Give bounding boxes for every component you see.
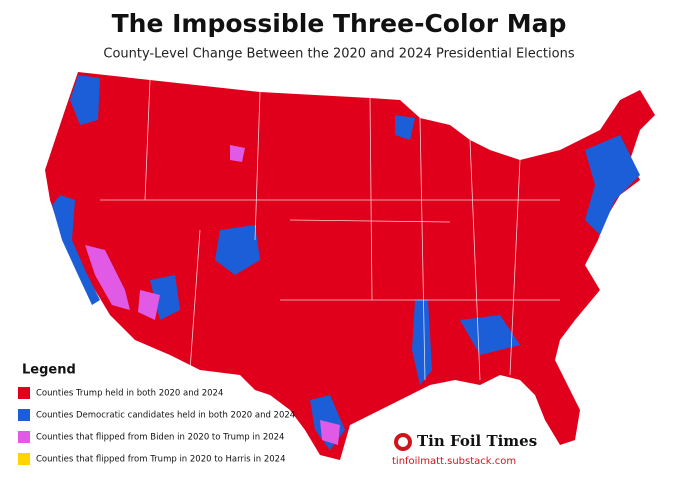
legend-swatch — [18, 453, 30, 465]
southeast-blue — [460, 315, 520, 355]
northwest-blue — [70, 75, 100, 125]
legend-label: Counties Democratic candidates held in b… — [36, 411, 295, 421]
colorado-blue — [215, 225, 260, 275]
legend-swatch — [18, 387, 30, 399]
brand-url: tinfoilmatt.substack.com — [392, 456, 516, 467]
nevada-pink — [138, 290, 160, 320]
legend-swatch — [18, 431, 30, 443]
texas-pink — [320, 420, 340, 445]
us-map — [45, 72, 655, 460]
legend-label: Counties Trump held in both 2020 and 202… — [36, 389, 223, 399]
brand-name: Tin Foil Times — [417, 432, 537, 450]
title: The Impossible Three-Color Map — [112, 9, 567, 38]
northeast-blue — [585, 135, 640, 235]
mississippi-blue — [412, 300, 432, 385]
legend-label: Counties that flipped from Trump in 2020… — [36, 455, 285, 465]
us-land — [45, 72, 655, 460]
state-borders — [100, 79, 560, 381]
subtitle: County-Level Change Between the 2020 and… — [103, 47, 574, 62]
brand-logo — [394, 433, 412, 451]
legend-swatch — [18, 409, 30, 421]
legend-label: Counties that flipped from Biden in 2020… — [36, 433, 284, 443]
legend: Counties Trump held in both 2020 and 202… — [18, 387, 295, 465]
california-pink — [85, 245, 130, 310]
idaho-pink — [230, 145, 245, 162]
legend-title: Legend — [22, 363, 76, 378]
west-coast-blue — [52, 195, 100, 305]
minnesota-blue — [395, 115, 415, 140]
southwest-blue — [150, 275, 180, 320]
